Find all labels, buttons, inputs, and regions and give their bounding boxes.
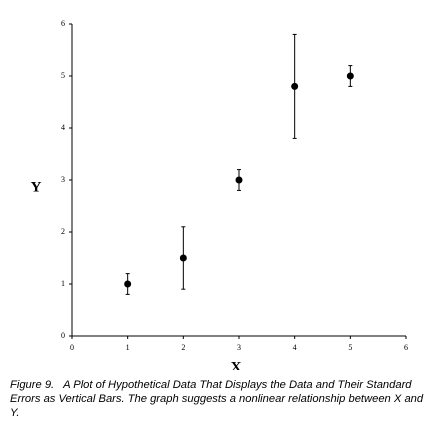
x-tick-label: 6	[404, 343, 408, 352]
x-tick-label: 1	[126, 343, 130, 352]
y-axis-title: Y	[31, 179, 42, 195]
x-tick-label: 3	[237, 343, 241, 352]
x-axis-title: X	[231, 359, 242, 370]
caption: Figure 9. A Plot of Hypothetical Data Th…	[10, 378, 430, 420]
y-tick-label: 5	[61, 71, 65, 80]
x-tick-label: 4	[293, 343, 297, 352]
point	[235, 176, 243, 184]
y-tick-label: 4	[61, 123, 65, 132]
y-tick-label: 1	[61, 279, 65, 288]
chart: Y X 0 1 2 3 4 5 6 0 1 2 3 4 5 6	[31, 19, 408, 370]
y-tick-label: 2	[61, 227, 65, 236]
point	[179, 254, 187, 262]
y-tick-label: 6	[61, 19, 65, 28]
caption-text: A Plot of Hypothetical Data That Display…	[10, 379, 424, 419]
point	[346, 72, 354, 80]
y-tick-label: 0	[61, 331, 65, 340]
point	[124, 280, 132, 288]
caption-label: Figure 9.	[10, 379, 55, 391]
x-tick-label: 0	[70, 343, 74, 352]
y-tick-label: 3	[61, 175, 65, 184]
x-tick-label: 2	[181, 343, 185, 352]
x-tick-label: 5	[348, 343, 352, 352]
point	[291, 82, 299, 90]
